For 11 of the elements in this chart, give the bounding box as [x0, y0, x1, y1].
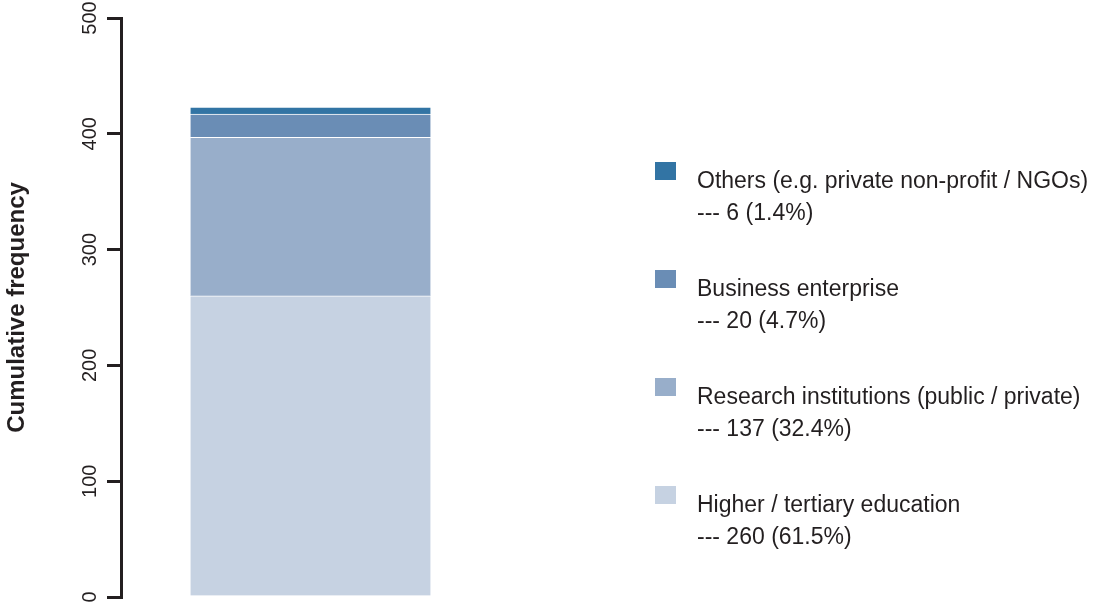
legend-label: Business enterprise --- 20 (4.7%) — [697, 274, 899, 335]
y-tick-label: 500 — [77, 1, 100, 35]
y-tick-label: 300 — [77, 232, 100, 267]
legend-label: Others (e.g. private non-profit / NGOs) --- 6 (1.4%) — [697, 166, 1089, 227]
legend-label: Higher / tertiary education --- 260 (61.5%) — [697, 490, 961, 551]
legend-label: Research institutions (public / private) --- 137 (32.4%) — [697, 382, 1081, 443]
y-tick-label: 100 — [77, 464, 100, 498]
y-tick-label: 0 — [77, 591, 100, 603]
y-tick-label: 400 — [77, 117, 100, 151]
y-axis-title: Cumulative frequency — [2, 181, 30, 433]
y-tick-label: 200 — [77, 348, 100, 383]
